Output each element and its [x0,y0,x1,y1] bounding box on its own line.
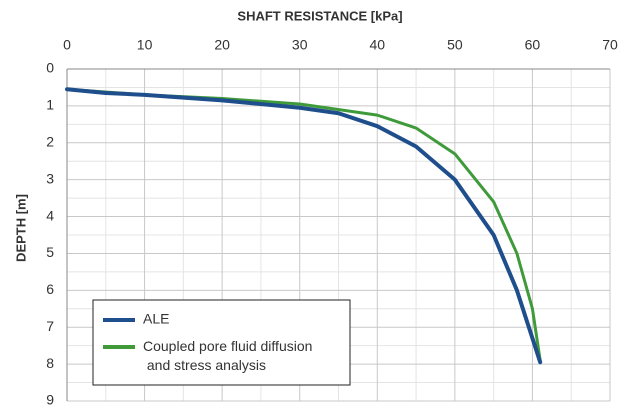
y-axis-title: DEPTH [m] [13,194,28,262]
legend-label: ALE [143,311,169,327]
legend-box [92,299,351,386]
legend-line: and stress analysis [143,357,266,373]
x-tick-label: 60 [525,37,541,53]
y-tick-label: 4 [46,207,54,223]
legend-line: Coupled pore fluid diffusion [143,338,312,354]
legend-label: Coupled pore fluid diffusion and stress … [143,338,312,373]
x-tick-label: 20 [214,37,230,53]
x-tick-label: 10 [137,37,153,53]
x-tick-label: 30 [292,37,308,53]
x-axis-title: SHAFT RESISTANCE [kPa] [237,8,402,23]
y-tick-label: 7 [46,318,54,334]
x-tick-label: 0 [63,37,71,53]
y-tick-label: 2 [46,133,54,149]
y-tick-label: 0 [46,60,54,76]
y-tick-label: 8 [46,355,54,371]
x-tick-label: 40 [369,37,385,53]
y-tick-label: 3 [46,170,54,186]
y-tick-label: 5 [46,244,54,260]
x-tick-label: 70 [602,37,618,53]
legend: ALE Coupled pore fluid diffusion and stre… [92,299,351,386]
series-line [65,87,543,365]
y-tick-label: 1 [46,97,54,113]
x-tick-label: 50 [447,37,463,53]
y-tick-label: 9 [46,392,54,408]
y-tick-label: 6 [46,281,54,297]
